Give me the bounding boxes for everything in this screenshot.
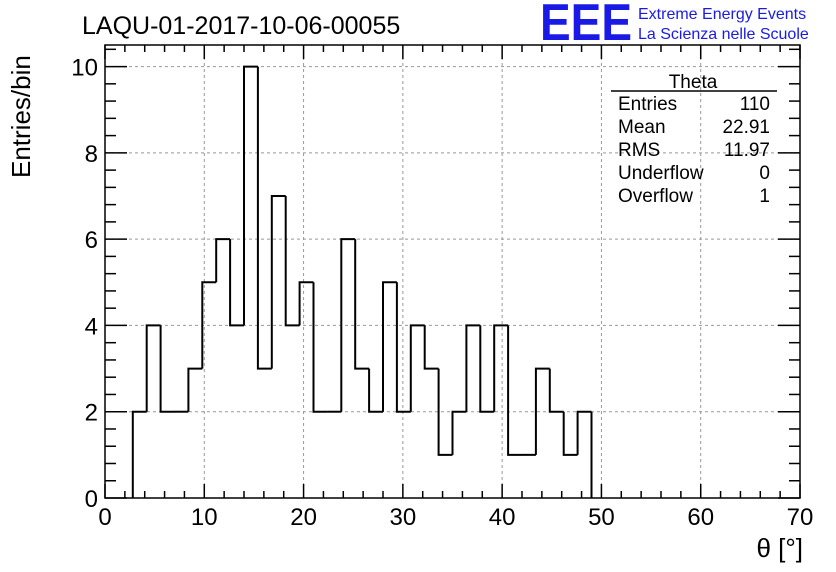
histogram-bin — [312, 282, 328, 413]
histogram-bin — [354, 239, 370, 370]
histogram-bin — [493, 324, 509, 412]
histogram-bin — [548, 368, 564, 413]
stats-row-label: Underflow — [618, 163, 704, 184]
histogram-bin — [423, 325, 439, 370]
x-tick-label: 30 — [390, 504, 417, 531]
chart-title: LAQU-01-2017-10-06-00055 — [82, 12, 400, 40]
histogram-bin — [284, 196, 300, 327]
histogram-bin — [507, 325, 522, 456]
stats-row-label: RMS — [618, 140, 660, 161]
plot-frame — [104, 44, 801, 499]
x-axis-label: θ [°] — [756, 533, 803, 563]
histogram-bin — [534, 367, 550, 455]
histogram-bin — [465, 324, 481, 412]
x-tick-label: 40 — [489, 504, 516, 531]
y-tick-label: 2 — [85, 400, 98, 427]
histogram-bars — [131, 65, 593, 498]
histogram-bin — [382, 281, 397, 412]
x-tick-label: 60 — [687, 504, 714, 531]
x-tick-label: 70 — [787, 504, 814, 531]
histogram-bin — [145, 324, 161, 412]
stats-name: Theta — [669, 72, 718, 93]
histogram-bin — [479, 325, 495, 413]
histogram-bin — [451, 410, 467, 455]
histogram-bin — [131, 410, 147, 498]
histogram-bin — [243, 65, 258, 326]
eee-logo: EEE Extreme Energy Events La Scienza nel… — [540, 0, 809, 52]
stats-box: Theta Entries 110 Mean 22.91 RMS 11.97 Underfl… — [611, 72, 777, 207]
histogram-bin — [576, 410, 592, 455]
histogram-bin — [562, 411, 578, 456]
histogram-bin — [201, 281, 217, 369]
y-tick-label: 8 — [85, 141, 98, 168]
histogram-bin — [159, 325, 175, 413]
histogram-bin — [215, 238, 231, 283]
y-tick-label: 10 — [71, 55, 98, 82]
x-tick-label: 10 — [191, 504, 218, 531]
histogram-bin — [229, 239, 244, 327]
y-tick-label: 4 — [85, 313, 98, 340]
histogram-bin — [187, 367, 203, 412]
x-tick-label: 20 — [290, 504, 317, 531]
logo-line1: Extreme Energy Events — [638, 6, 806, 23]
x-tick-label: 0 — [98, 504, 111, 531]
histogram-bin — [256, 66, 272, 370]
stats-row-value: 22.91 — [722, 117, 770, 138]
histogram-bin — [395, 282, 411, 413]
y-axis-label: Entries/bin — [6, 55, 36, 178]
y-tick-label: 6 — [85, 227, 98, 254]
stats-rows: Entries 110 Mean 22.91 RMS 11.97 Underflow 0 Ove… — [618, 94, 770, 207]
logo-line2: La Scienza nelle Scuole — [638, 26, 809, 43]
logo-mark: EEE — [540, 0, 632, 52]
stats-row-label: Entries — [618, 94, 677, 115]
histogram-bin — [368, 368, 383, 413]
histogram-bin — [298, 281, 314, 326]
histogram-bin — [340, 238, 356, 412]
stats-row-value: 110 — [740, 94, 770, 115]
histogram-bin — [409, 324, 425, 412]
stats-row-value: 0 — [759, 163, 770, 184]
y-tick-label: 0 — [85, 486, 98, 513]
x-tick-label: 50 — [588, 504, 615, 531]
stats-row-value: 1 — [759, 186, 770, 207]
stats-row-value: 11.97 — [724, 140, 770, 161]
histogram-bin — [437, 368, 453, 456]
histogram-bin — [270, 195, 286, 369]
stats-row-label: Overflow — [618, 186, 693, 207]
stats-row-label: Mean — [618, 117, 666, 138]
